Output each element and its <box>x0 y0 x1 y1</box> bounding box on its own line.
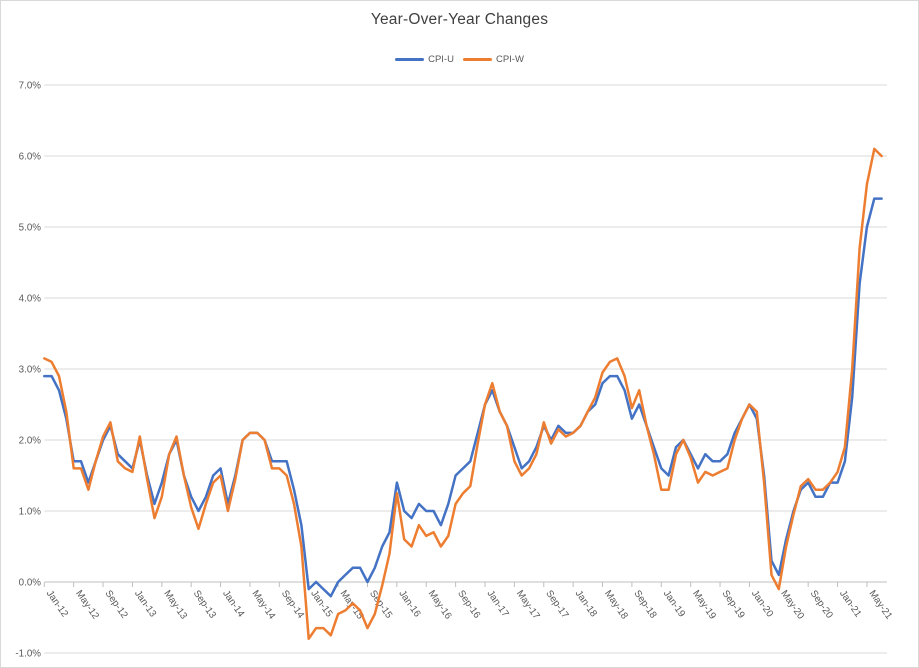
x-axis-tick-label: Sep-19 <box>720 588 747 620</box>
cpi-u-line-swatch-icon <box>395 57 425 62</box>
x-axis-tick-label: May-16 <box>426 588 454 622</box>
x-axis-tick-label: Sep-20 <box>808 588 835 621</box>
x-axis-tick-label: Jan-19 <box>661 588 687 619</box>
series-line-cpi-w <box>43 147 883 641</box>
x-axis-tick-label: Sep-18 <box>631 588 658 621</box>
x-axis-tick-label: Jan-21 <box>837 588 863 619</box>
x-axis-tick-label: Sep-16 <box>455 588 482 621</box>
x-axis-tick-label: May-19 <box>690 588 718 621</box>
chart-legend: CPI-U CPI-W <box>1 54 918 65</box>
x-axis-tick-label: Jan-17 <box>485 588 511 619</box>
x-axis-tick-label: Jan-12 <box>44 588 70 619</box>
x-axis-tick-label: Jan-15 <box>308 588 335 619</box>
legend-item-cpi-u: CPI-U <box>395 54 454 65</box>
legend-label-cpi-u: CPI-U <box>428 54 454 65</box>
x-axis-tick-label: Jan-16 <box>396 588 423 619</box>
cpi-w-line-swatch-icon <box>462 57 492 62</box>
y-axis-tick-label: 1.0% <box>19 506 42 517</box>
x-axis-tick-label: Sep-17 <box>543 588 570 620</box>
y-axis-tick-label: 7.0% <box>19 80 42 91</box>
x-axis-tick-label: Jan-20 <box>749 588 776 619</box>
y-axis-tick-label: 4.0% <box>19 293 42 304</box>
x-axis-tick-label: May-12 <box>73 588 101 621</box>
legend-item-cpi-w: CPI-W <box>462 54 524 65</box>
y-axis-tick-label: 5.0% <box>19 222 42 233</box>
x-axis-tick-label: Sep-14 <box>279 588 306 621</box>
x-axis-tick-label: May-13 <box>161 588 189 622</box>
x-axis-tick-label: Jan-14 <box>220 588 247 619</box>
y-axis-tick-label: 2.0% <box>19 435 42 446</box>
y-axis-tick-label: 0.0% <box>19 577 42 588</box>
series-line-cpi-u <box>43 197 883 598</box>
x-axis-tick-label: Jan-18 <box>573 588 600 619</box>
x-axis-tick-label: Jan-13 <box>132 588 159 619</box>
x-axis-tick-label: Sep-13 <box>191 588 218 621</box>
y-axis-tick-label: -1.0% <box>15 648 41 659</box>
y-axis-tick-label: 6.0% <box>19 151 42 162</box>
x-axis-tick-label: May-18 <box>602 588 630 622</box>
legend-label-cpi-w: CPI-W <box>495 54 524 65</box>
x-axis-tick-label: Sep-12 <box>103 588 130 620</box>
x-axis-tick-label: May-21 <box>866 588 894 621</box>
x-axis-tick-label: May-14 <box>250 588 278 622</box>
y-axis-tick-label: 3.0% <box>19 364 42 375</box>
x-axis-tick-label: May-20 <box>778 588 806 622</box>
chart-title: Year-Over-Year Changes <box>370 11 549 28</box>
x-axis-tick-label: May-17 <box>514 588 542 621</box>
